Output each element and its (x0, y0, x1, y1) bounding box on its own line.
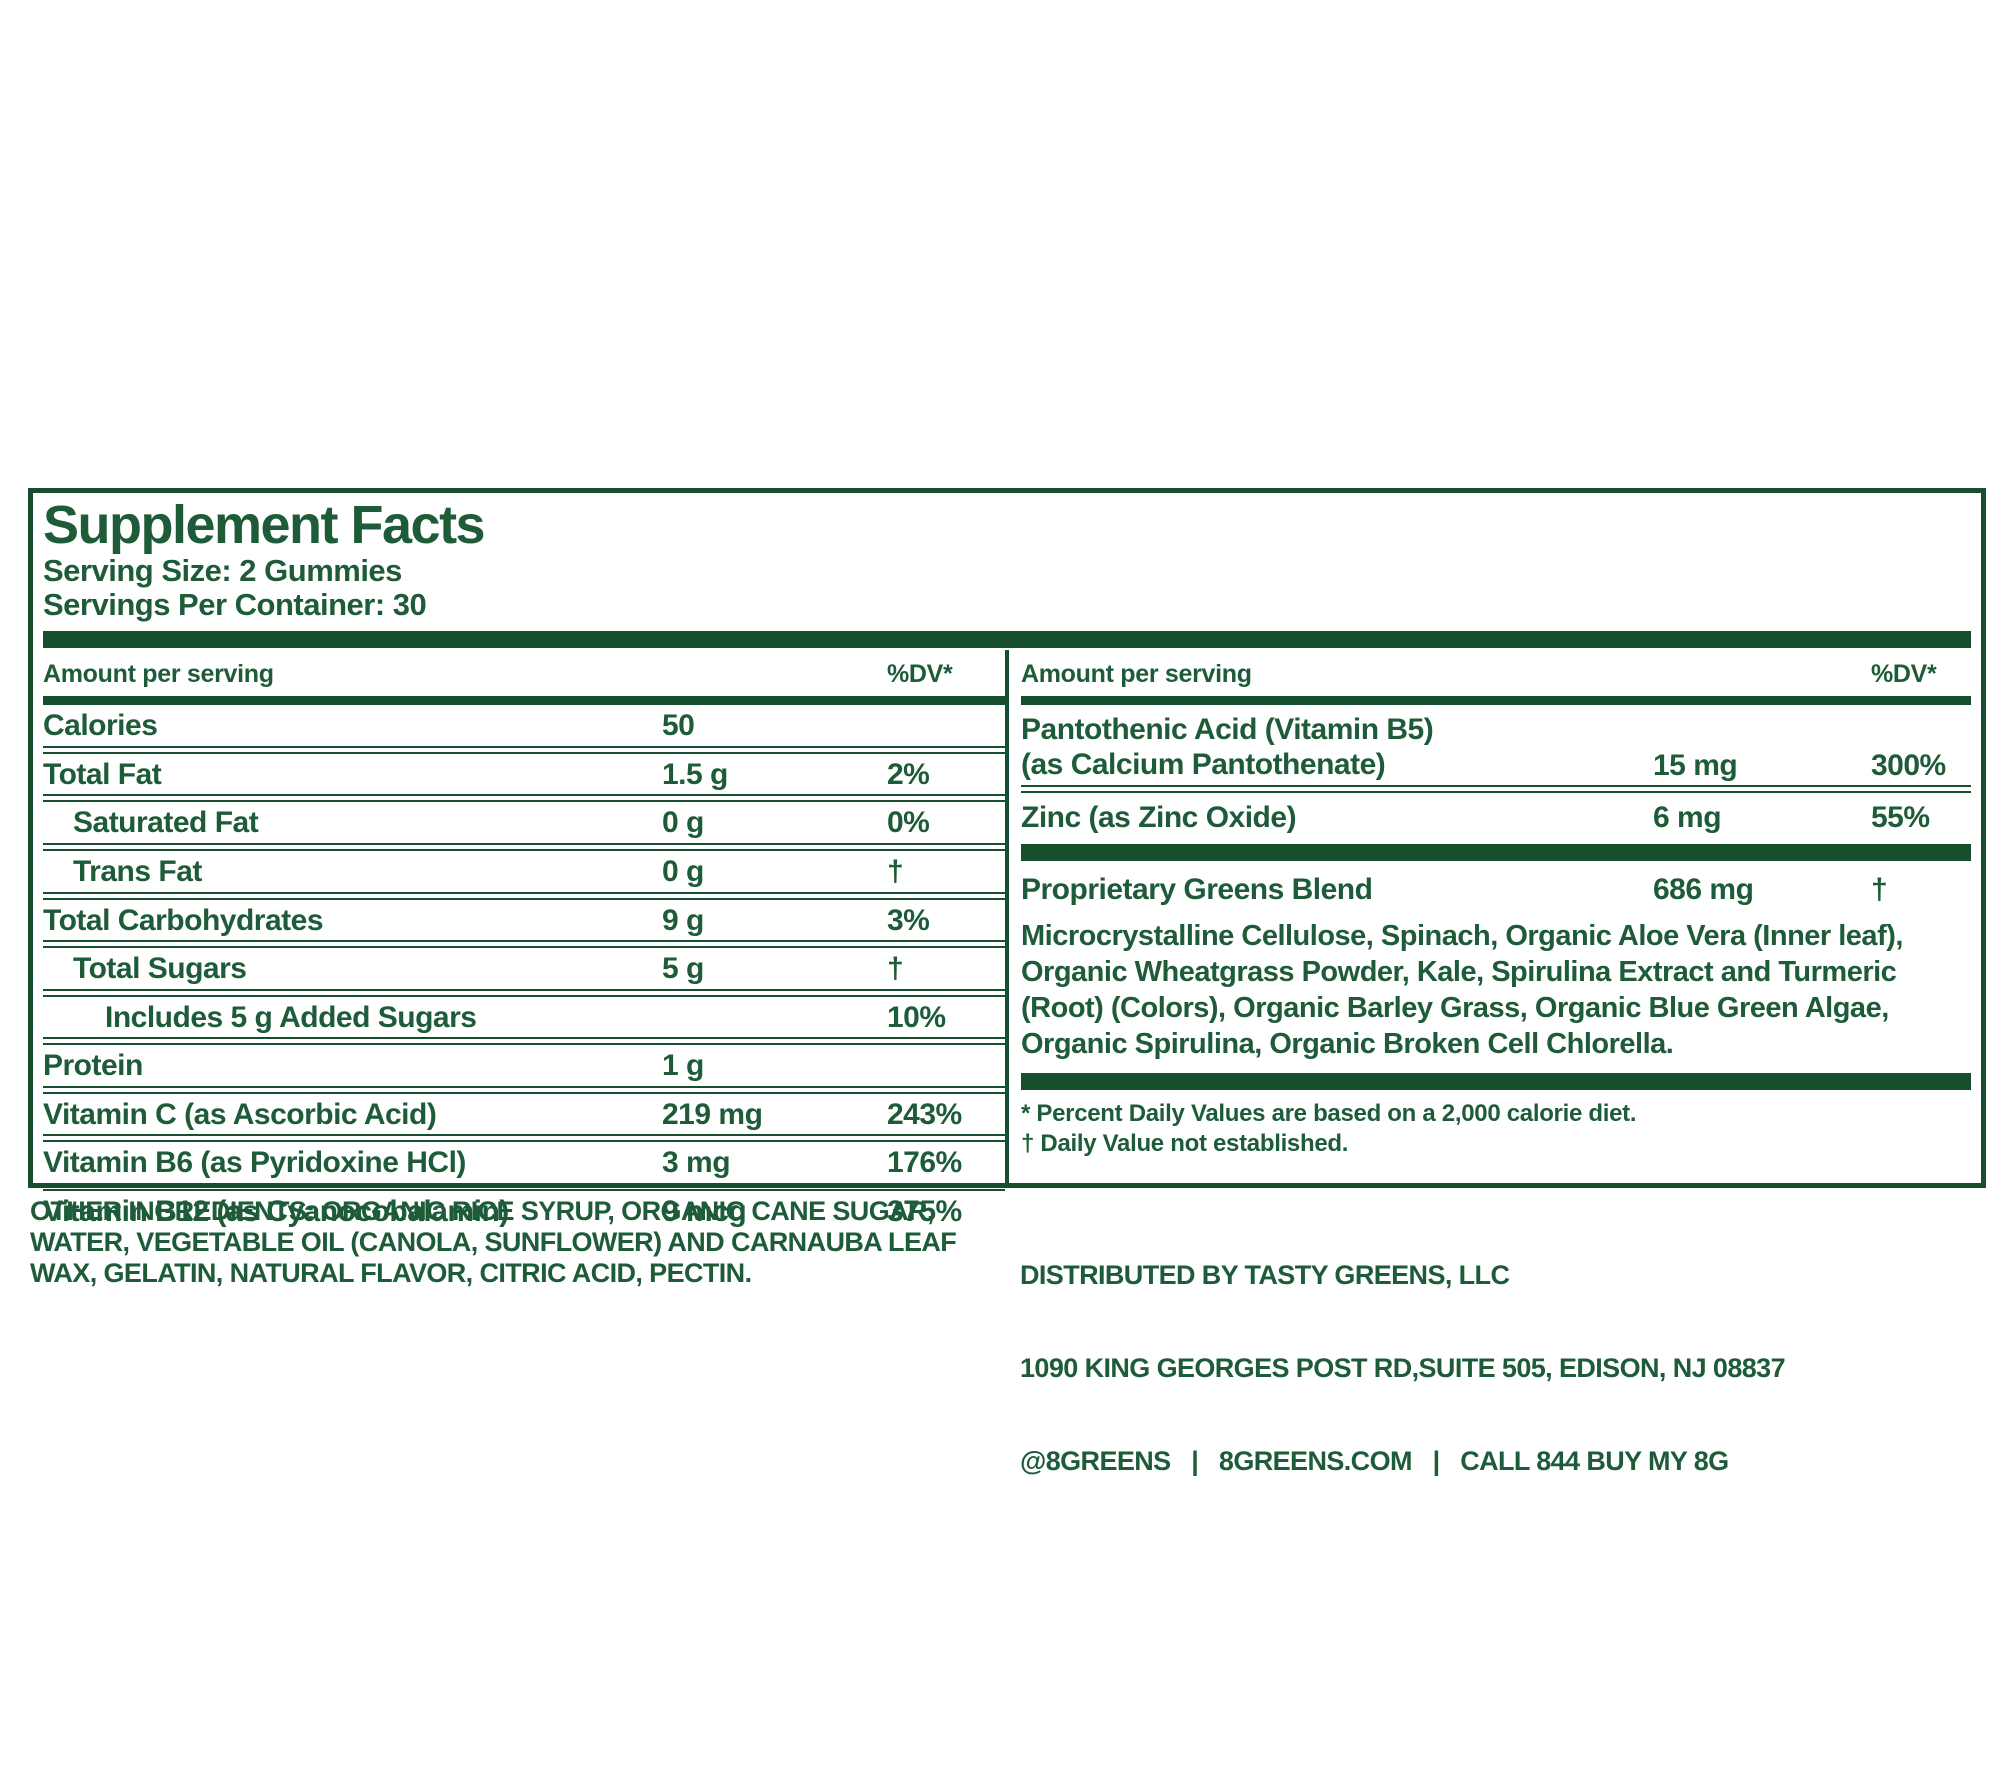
row-separator (43, 1183, 1005, 1192)
nutrient-row-total-fat: Total Fat 1.5 g 2% (43, 754, 1005, 795)
nutrient-dv: † (1871, 872, 1888, 906)
nutrient-row-saturated-fat: Saturated Fat 0 g 0% (43, 802, 1005, 843)
other-ingredients-label: OTHER INGREDIENTS: (30, 1196, 315, 1226)
nutrient-row-greens-blend: Proprietary Greens Blend 686 mg † (1021, 861, 1971, 910)
footnotes: * Percent Daily Values are based on a 2,… (1021, 1099, 1971, 1159)
blend-ingredients: Microcrystalline Cellulose, Spinach, Org… (1021, 920, 1903, 1061)
header-amount-per-serving: Amount per serving (1021, 660, 1252, 689)
divider-bar-thick (1021, 1073, 1971, 1091)
nutrient-name: Proprietary Greens Blend (1021, 872, 1373, 906)
row-separator (43, 988, 1005, 997)
column-divider (1005, 650, 1009, 1183)
row-separator (1021, 785, 1971, 794)
nutrient-name: Vitamin C (as Ascorbic Acid) (43, 1097, 437, 1131)
nutrient-dv: † (887, 854, 904, 888)
column-header: Amount per serving %DV* (1021, 650, 1971, 696)
other-ingredients: OTHER INGREDIENTS: ORGANIC RICE SYRUP, O… (30, 1196, 995, 1288)
nutrient-amount: 15 mg (1653, 748, 1738, 782)
column-header: Amount per serving %DV* (43, 650, 1005, 696)
nutrient-amount: 686 mg (1653, 872, 1754, 906)
supplement-facts-panel: Supplement Facts Serving Size: 2 Gummies… (28, 488, 1986, 1228)
row-separator (43, 940, 1005, 949)
facts-column-left: Amount per serving %DV* Calories 50 Tota… (43, 650, 1005, 1228)
nutrient-amount: 0 g (662, 854, 704, 888)
footnote-dagger: † Daily Value not established. (1021, 1130, 1349, 1158)
nutrient-dv: 2% (887, 757, 930, 791)
nutrient-name: Vitamin B6 (as Pyridoxine HCl) (43, 1146, 466, 1180)
nutrient-amount: 0 g (662, 806, 704, 840)
nutrient-name: Includes 5 g Added Sugars (105, 1000, 477, 1034)
nutrient-row-trans-fat: Trans Fat 0 g † (43, 851, 1005, 892)
distributor-line2: 1090 KING GEORGES POST RD,SUITE 505, EDI… (1020, 1353, 1786, 1384)
nutrient-name: Total Carbohydrates (43, 903, 324, 937)
distributor-line1: DISTRIBUTED BY TASTY GREENS, LLC (1020, 1260, 1510, 1291)
distributor-info: DISTRIBUTED BY TASTY GREENS, LLC 1090 KI… (1020, 1198, 1985, 1540)
nutrient-name: Vitamin B12 (as Cyanocobalamin) (43, 1195, 509, 1229)
nutrient-name: Trans Fat (73, 854, 202, 888)
nutrient-amount: 50 (662, 709, 695, 743)
row-separator (43, 745, 1005, 754)
nutrient-row-vitamin-b12: Vitamin B12 (as Cyanocobalamin) 9 mcg 37… (43, 1191, 1005, 1232)
nutrient-amount: 6 mg (1653, 801, 1722, 835)
nutrient-amount: 1 g (662, 1049, 704, 1083)
nutrient-name: Pantothenic Acid (Vitamin B5) (as Calciu… (1021, 713, 1434, 781)
nutrient-row-protein: Protein 1 g (43, 1045, 1005, 1086)
row-separator (43, 1134, 1005, 1143)
divider-bar-thick (1021, 843, 1971, 861)
divider-bar-medium (43, 696, 1005, 706)
nutrient-row-total-sugars: Total Sugars 5 g † (43, 948, 1005, 989)
nutrient-dv: 10% (887, 1000, 946, 1034)
row-separator (43, 842, 1005, 851)
nutrient-amount: 1.5 g (662, 757, 728, 791)
nutrient-dv: 0% (887, 806, 930, 840)
nutrient-row-added-sugars: Includes 5 g Added Sugars 10% (43, 997, 1005, 1038)
divider-bar-thick (43, 631, 1971, 649)
header-dv: %DV* (887, 660, 953, 689)
nutrient-row-vitamin-b6: Vitamin B6 (as Pyridoxine HCl) 3 mg 176% (43, 1142, 1005, 1183)
nutrient-amount: 9 g (662, 903, 704, 937)
nutrient-name: Total Fat (43, 757, 162, 791)
nutrient-dv: 375% (887, 1195, 962, 1229)
serving-size: Serving Size: 2 Gummies (43, 552, 402, 588)
nutrient-row-pantothenic-acid: Pantothenic Acid (Vitamin B5) (as Calciu… (1021, 705, 1971, 785)
nutrient-dv: 55% (1871, 801, 1930, 835)
nutrient-name: Calories (43, 709, 158, 743)
nutrient-amount: 219 mg (662, 1097, 763, 1131)
nutrient-amount: 3 mg (662, 1146, 731, 1180)
divider-bar-medium (1021, 696, 1971, 706)
footnote-percent-dv: * Percent Daily Values are based on a 2,… (1021, 1100, 1637, 1128)
row-separator (43, 794, 1005, 803)
nutrient-amount: 5 g (662, 952, 704, 986)
nutrient-row-vitamin-c: Vitamin C (as Ascorbic Acid) 219 mg 243% (43, 1094, 1005, 1135)
nutrient-name: Protein (43, 1049, 143, 1083)
nutrient-dv: 176% (887, 1146, 962, 1180)
distributor-line3: @8GREENS | 8GREENS.COM | CALL 844 BUY MY… (1020, 1446, 1729, 1477)
nutrient-dv: 243% (887, 1097, 962, 1131)
nutrient-name: Total Sugars (73, 952, 247, 986)
nutrient-dv: 300% (1871, 748, 1946, 782)
row-separator (43, 1037, 1005, 1046)
nutrient-row-calories: Calories 50 (43, 705, 1005, 746)
other-ingredients-text: ORGANIC RICE SYRUP, ORGANIC CANE SUGAR, … (30, 1196, 957, 1288)
header-dv: %DV* (1871, 660, 1937, 689)
row-separator (43, 1085, 1005, 1094)
panel-title: Supplement Facts (43, 495, 486, 555)
nutrient-row-zinc: Zinc (as Zinc Oxide) 6 mg 55% (1021, 793, 1971, 844)
facts-column-right: Amount per serving %DV* Pantothenic Acid… (1009, 650, 1971, 1183)
nutrient-name: Saturated Fat (73, 806, 259, 840)
row-separator (43, 891, 1005, 900)
nutrient-name: Zinc (as Zinc Oxide) (1021, 801, 1297, 835)
nutrient-dv: † (887, 952, 904, 986)
servings-per-container: Servings Per Container: 30 (43, 587, 427, 623)
header-amount-per-serving: Amount per serving (43, 660, 274, 689)
nutrient-row-total-carbohydrates: Total Carbohydrates 9 g 3% (43, 900, 1005, 941)
facts-columns: Amount per serving %DV* Calories 50 Tota… (43, 650, 1971, 1228)
nutrient-amount: 9 mcg (662, 1195, 747, 1229)
nutrient-dv: 3% (887, 903, 930, 937)
